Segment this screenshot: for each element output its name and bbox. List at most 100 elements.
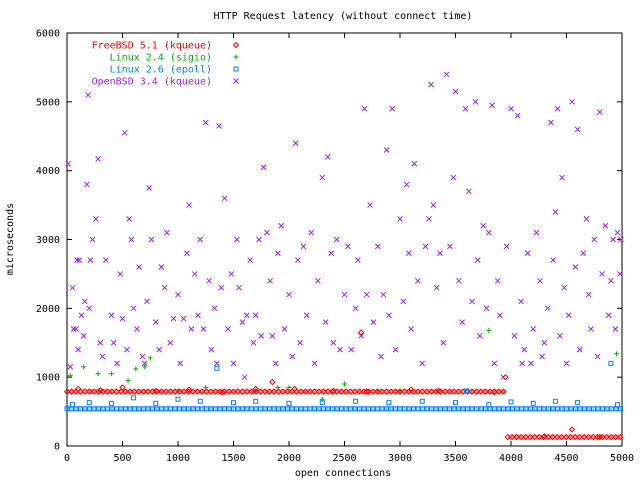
baseline-point xyxy=(189,388,197,395)
data-point xyxy=(550,257,557,264)
data-point xyxy=(81,364,87,370)
data-point xyxy=(133,366,139,372)
data-point xyxy=(612,326,619,332)
baseline-point xyxy=(437,388,444,395)
x-tick-label: 5000 xyxy=(610,453,634,464)
y-tick-label: 0 xyxy=(54,442,60,453)
baseline-point xyxy=(589,433,597,441)
data-point xyxy=(447,243,453,250)
baseline-point xyxy=(333,388,341,395)
baseline-point xyxy=(553,433,561,441)
baseline-point xyxy=(464,388,471,395)
baseline-point xyxy=(198,388,206,395)
data-point xyxy=(408,326,414,332)
data-point xyxy=(231,400,236,406)
baseline-point xyxy=(266,388,273,395)
data-point xyxy=(575,400,581,406)
x-tick-label: 500 xyxy=(113,453,131,464)
legend-label: Linux 2.4 (sigio) xyxy=(110,53,212,64)
baseline-point xyxy=(185,388,192,395)
data-point xyxy=(186,202,192,208)
data-point xyxy=(247,257,254,264)
baseline-point xyxy=(387,388,395,395)
data-point xyxy=(524,250,531,257)
baseline-point xyxy=(392,388,399,395)
data-point xyxy=(374,243,381,250)
data-point xyxy=(272,360,279,367)
data-point xyxy=(81,298,88,305)
data-point xyxy=(295,257,301,264)
data-point xyxy=(263,229,270,236)
baseline-point xyxy=(225,388,233,395)
baseline-point xyxy=(580,433,588,441)
data-point xyxy=(392,346,399,353)
data-point xyxy=(450,174,457,181)
data-point xyxy=(175,396,181,402)
baseline-point xyxy=(432,388,440,395)
data-point xyxy=(230,360,237,367)
data-point xyxy=(406,250,412,257)
baseline-point xyxy=(302,388,309,395)
data-point xyxy=(455,277,462,284)
data-point xyxy=(594,353,601,360)
baseline-point xyxy=(508,433,516,441)
y-tick-label: 3000 xyxy=(36,235,60,246)
data-point xyxy=(328,250,335,257)
baseline-point xyxy=(216,388,224,395)
baseline-point xyxy=(378,388,386,395)
data-point xyxy=(497,312,503,319)
data-point xyxy=(195,312,201,319)
data-point xyxy=(610,236,616,243)
baseline-point xyxy=(306,388,314,395)
baseline-point xyxy=(104,388,111,395)
baseline-point xyxy=(446,388,453,395)
data-point xyxy=(480,222,487,229)
data-point xyxy=(419,398,425,404)
baseline-point xyxy=(275,388,282,395)
baseline-point xyxy=(171,388,179,395)
data-point xyxy=(219,389,226,396)
data-point xyxy=(330,339,337,346)
baseline-point xyxy=(135,388,143,395)
data-point xyxy=(202,119,209,126)
data-point xyxy=(250,339,257,346)
baseline-point xyxy=(441,388,449,395)
data-point xyxy=(591,236,598,243)
data-point xyxy=(428,81,434,88)
data-point xyxy=(483,305,490,312)
baseline-point xyxy=(122,388,129,395)
data-point xyxy=(337,346,343,353)
baseline-point xyxy=(167,388,174,395)
data-point xyxy=(144,298,150,305)
baseline-point xyxy=(558,433,565,441)
x-tick-label: 2500 xyxy=(332,453,356,464)
x-tick-label: 3500 xyxy=(443,453,467,464)
data-point xyxy=(119,315,126,322)
baseline-point xyxy=(517,433,525,441)
y-tick-label: 2000 xyxy=(36,304,60,315)
data-point xyxy=(324,154,331,160)
baseline-point xyxy=(405,388,413,395)
data-point xyxy=(180,315,187,322)
baseline-point xyxy=(374,388,381,395)
data-point xyxy=(211,305,218,312)
data-point xyxy=(117,271,124,277)
baseline-point xyxy=(63,388,71,395)
baseline-point xyxy=(99,388,107,395)
data-point xyxy=(95,371,101,377)
data-point xyxy=(608,277,614,284)
data-point xyxy=(185,386,193,393)
baseline-point xyxy=(500,388,507,395)
data-point xyxy=(363,291,370,298)
y-axis-label: microseconds xyxy=(5,203,16,275)
data-point xyxy=(411,160,418,167)
data-point xyxy=(297,339,303,346)
baseline-point xyxy=(243,388,251,395)
data-point xyxy=(491,360,498,367)
baseline-point xyxy=(221,388,228,395)
data-point xyxy=(102,257,109,264)
baseline-point xyxy=(212,388,219,395)
data-point xyxy=(69,284,76,291)
baseline-point xyxy=(90,388,98,395)
baseline-point xyxy=(351,388,359,395)
